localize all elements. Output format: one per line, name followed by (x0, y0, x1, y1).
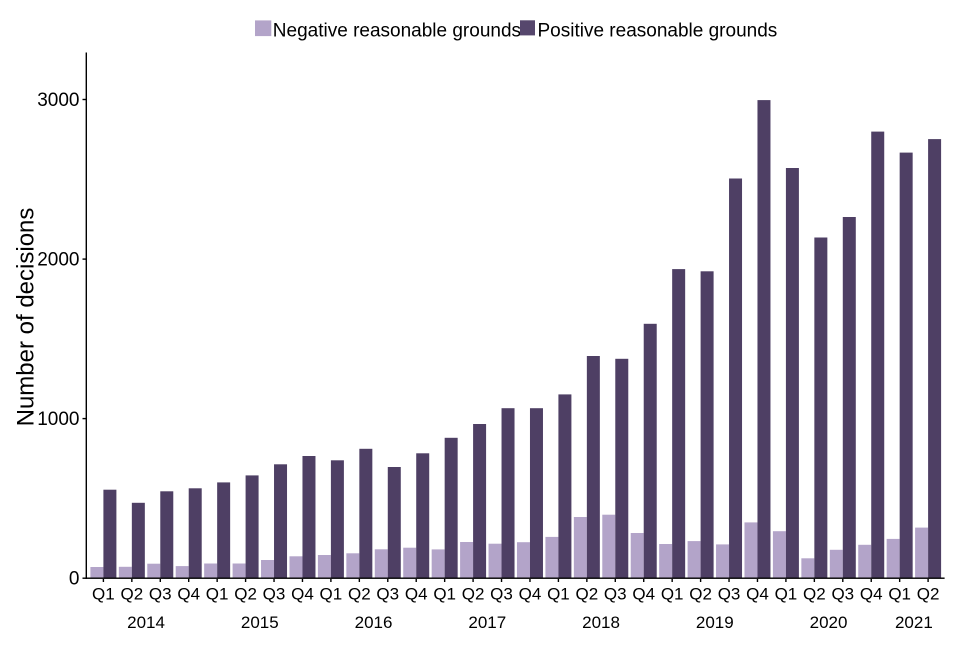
svg-text:Q3: Q3 (831, 585, 854, 604)
svg-text:Q4: Q4 (177, 585, 200, 604)
svg-text:Q2: Q2 (120, 585, 143, 604)
svg-text:Q2: Q2 (576, 585, 599, 604)
svg-text:Q2: Q2 (689, 585, 712, 604)
svg-text:Q1: Q1 (320, 585, 343, 604)
svg-text:Q4: Q4 (519, 585, 542, 604)
svg-text:Q2: Q2 (803, 585, 826, 604)
svg-text:Q3: Q3 (149, 585, 172, 604)
svg-text:Number of decisions: Number of decisions (13, 208, 40, 427)
svg-text:2018: 2018 (582, 613, 620, 632)
svg-text:Q2: Q2 (234, 585, 257, 604)
svg-text:2017: 2017 (468, 613, 506, 632)
svg-text:2021: 2021 (895, 613, 933, 632)
svg-text:Q3: Q3 (376, 585, 399, 604)
svg-text:Q4: Q4 (746, 585, 769, 604)
svg-text:Q1: Q1 (433, 585, 456, 604)
svg-text:Q1: Q1 (775, 585, 798, 604)
svg-text:2019: 2019 (696, 613, 734, 632)
svg-text:Q3: Q3 (604, 585, 627, 604)
svg-text:Q1: Q1 (888, 585, 911, 604)
svg-text:1000: 1000 (37, 409, 79, 430)
svg-text:Q4: Q4 (860, 585, 883, 604)
svg-text:Q2: Q2 (348, 585, 371, 604)
svg-text:0: 0 (69, 569, 80, 590)
svg-text:2016: 2016 (355, 613, 393, 632)
svg-text:2020: 2020 (810, 613, 848, 632)
svg-text:Q1: Q1 (206, 585, 229, 604)
svg-text:Q2: Q2 (917, 585, 940, 604)
svg-text:Q3: Q3 (718, 585, 741, 604)
svg-text:Q1: Q1 (547, 585, 570, 604)
svg-text:Q2: Q2 (462, 585, 485, 604)
svg-text:Q4: Q4 (291, 585, 314, 604)
svg-text:Negative reasonable grounds: Negative reasonable grounds (273, 21, 521, 42)
svg-text:2015: 2015 (241, 613, 279, 632)
svg-text:Q3: Q3 (263, 585, 286, 604)
svg-text:Positive reasonable grounds: Positive reasonable grounds (538, 21, 778, 42)
svg-text:Q1: Q1 (92, 585, 115, 604)
svg-text:Q1: Q1 (661, 585, 684, 604)
svg-text:3000: 3000 (37, 90, 79, 111)
svg-text:2014: 2014 (127, 613, 165, 632)
svg-text:Q3: Q3 (490, 585, 513, 604)
svg-text:Q4: Q4 (405, 585, 428, 604)
svg-text:2000: 2000 (37, 250, 79, 271)
svg-text:Q4: Q4 (632, 585, 655, 604)
